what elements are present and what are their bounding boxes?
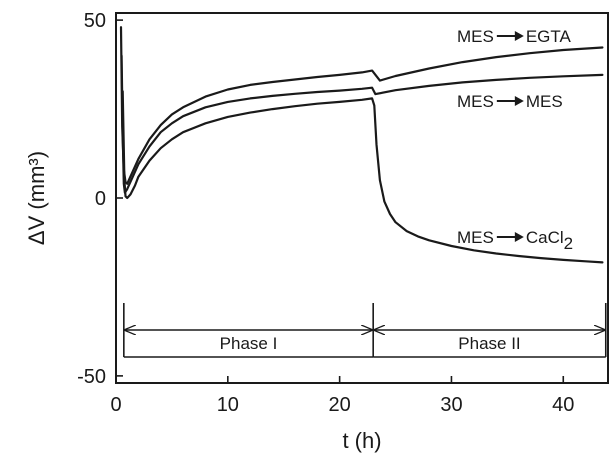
series-label-target: CaCl xyxy=(526,228,564,247)
series-label-source: MES xyxy=(457,92,494,111)
series-line-1 xyxy=(120,54,604,194)
series-label-subscript: 2 xyxy=(564,234,573,253)
series-label-1: MES MES xyxy=(457,92,563,111)
data-curves xyxy=(119,26,604,264)
phase-label-1: Phase II xyxy=(458,334,520,353)
series-label-arrowhead-icon xyxy=(514,232,524,242)
x-axis-ticks: 0 10 20 30 40 xyxy=(110,376,574,416)
y-tick-label: -50 xyxy=(77,366,106,388)
series-label-2: MES CaCl 2 xyxy=(457,228,573,253)
x-tick-label: 40 xyxy=(552,394,574,416)
series-label-source: MES xyxy=(457,228,494,247)
y-tick-label: 0 xyxy=(95,188,106,210)
x-axis-title: t (h) xyxy=(342,428,381,453)
x-tick-label: 20 xyxy=(329,394,351,416)
series-label-target: MES xyxy=(526,92,563,111)
y-axis-ticks: -50 0 50 xyxy=(77,10,123,388)
y-tick-label: 50 xyxy=(84,10,106,32)
x-tick-label: 0 xyxy=(110,394,121,416)
phase-label-0: Phase I xyxy=(220,334,278,353)
y-axis-title: ΔV (mm³) xyxy=(24,151,49,245)
x-tick-label: 30 xyxy=(440,394,462,416)
series-line-2 xyxy=(121,90,604,264)
series-line-0 xyxy=(119,26,604,185)
series-labels: MES EGTA MES MES MES CaCl 2 xyxy=(457,27,573,253)
series-label-0: MES EGTA xyxy=(457,27,572,46)
phase-markers: Phase I Phase II xyxy=(123,303,607,358)
x-tick-label: 10 xyxy=(217,394,239,416)
series-label-arrowhead-icon xyxy=(514,96,524,106)
plot-frame xyxy=(115,12,609,384)
series-label-target: EGTA xyxy=(526,27,572,46)
series-label-source: MES xyxy=(457,27,494,46)
series-label-arrowhead-icon xyxy=(514,31,524,41)
